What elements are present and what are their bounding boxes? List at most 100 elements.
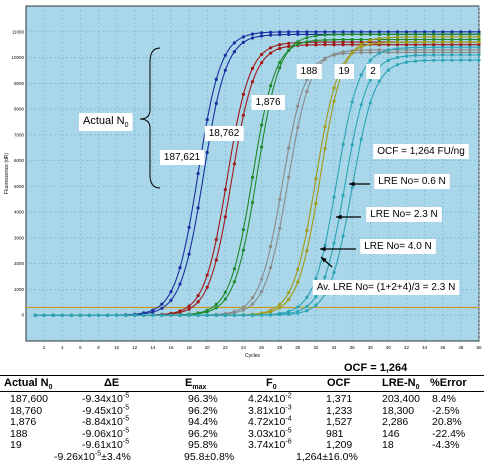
table-cell-err: -2.5% (432, 404, 460, 417)
series-point (178, 282, 182, 286)
series-point (214, 101, 218, 105)
series-point (468, 43, 472, 47)
series-point (332, 33, 336, 37)
x-tick-label: 22 (223, 345, 229, 350)
series-point (232, 313, 236, 317)
series-point (359, 73, 363, 77)
series-point (287, 30, 291, 34)
curve-label: 2 (370, 66, 376, 77)
series-point (241, 305, 245, 309)
series-point (250, 302, 255, 306)
series-point (232, 50, 236, 54)
y-tick-label: 2000 (14, 261, 25, 266)
series-point (359, 45, 363, 49)
series-point (287, 175, 291, 179)
header-ocf: OCF (327, 377, 351, 389)
series-point (278, 60, 282, 64)
series-point (124, 313, 128, 317)
series-point (414, 50, 418, 55)
series-point (468, 35, 472, 39)
curve-label-box (251, 95, 285, 110)
series-point (414, 35, 418, 39)
series-point (477, 35, 481, 39)
series-point (414, 59, 418, 63)
series-point (377, 32, 381, 37)
curve-label-box (366, 64, 381, 79)
series-point (359, 137, 363, 141)
series-point (423, 40, 427, 44)
series-point (441, 30, 445, 34)
series-point (241, 228, 245, 232)
series-point (414, 37, 418, 42)
series-point (250, 200, 255, 205)
series-point (87, 313, 91, 317)
series-point (404, 54, 409, 58)
series-point (423, 48, 427, 52)
series-point (305, 40, 309, 44)
series-point (368, 32, 372, 37)
series-point (205, 285, 209, 289)
series-point (414, 53, 418, 58)
series-point (341, 43, 345, 47)
chart-svg: 2 4 6 8 10 12 14 16 18 20 22 24 26 28 30 32 34 36 38 40 42 44… (4, 5, 482, 359)
series-point (395, 43, 400, 47)
series-point (287, 297, 291, 301)
series-point (232, 280, 236, 284)
series-point (260, 34, 264, 38)
series-point (386, 58, 390, 63)
table-cell-actual: 18,760 (10, 404, 43, 417)
series-point (223, 68, 227, 72)
series-point (377, 79, 381, 83)
series-point (395, 40, 400, 44)
series-point (278, 46, 282, 51)
series-point (287, 290, 291, 295)
series-point (250, 313, 255, 317)
y-tick-label: 7000 (14, 132, 25, 137)
series-point (350, 32, 354, 37)
series-point (169, 313, 173, 317)
y-tick-label: 4000 (14, 210, 25, 215)
series-point (477, 30, 481, 34)
series-point (296, 30, 300, 34)
header-lre: LRE-N0 (382, 377, 420, 392)
series-point (432, 35, 436, 39)
series-point (377, 30, 381, 34)
table-cell-f0: 4.24x10-2 (248, 392, 292, 406)
series-point (386, 36, 390, 40)
series-point (305, 36, 309, 40)
series-point (287, 48, 291, 53)
series-point (51, 313, 55, 317)
x-tick-label: 36 (350, 345, 356, 350)
series-point (459, 48, 463, 52)
series-point (459, 45, 463, 49)
series-point (296, 267, 300, 271)
table-cell-emax: 96.2% (188, 427, 218, 440)
series-point (368, 42, 372, 46)
series-point (477, 32, 481, 36)
curve-label: 19 (338, 66, 350, 77)
header-error: %Error (430, 377, 467, 389)
x-tick-label: 8 (97, 345, 100, 350)
x-tick-label: 32 (313, 345, 319, 350)
series-point (278, 197, 282, 202)
series-point (296, 311, 300, 315)
series-point (477, 58, 481, 62)
series-point (477, 53, 481, 57)
series-point (223, 188, 227, 192)
x-tick-label: 12 (132, 345, 138, 350)
series-point (269, 310, 273, 314)
series-point (441, 50, 445, 55)
avg-label-box (312, 280, 460, 295)
series-point (260, 61, 264, 65)
series-point (368, 50, 372, 55)
series-point (115, 313, 119, 317)
series-point (386, 40, 390, 45)
series-point (359, 32, 363, 37)
series-point (395, 32, 400, 36)
series-point (332, 38, 336, 42)
series-point (341, 193, 345, 198)
series-point (350, 186, 354, 190)
series-point (105, 313, 110, 317)
series-point (386, 43, 390, 47)
series-point (205, 150, 209, 155)
